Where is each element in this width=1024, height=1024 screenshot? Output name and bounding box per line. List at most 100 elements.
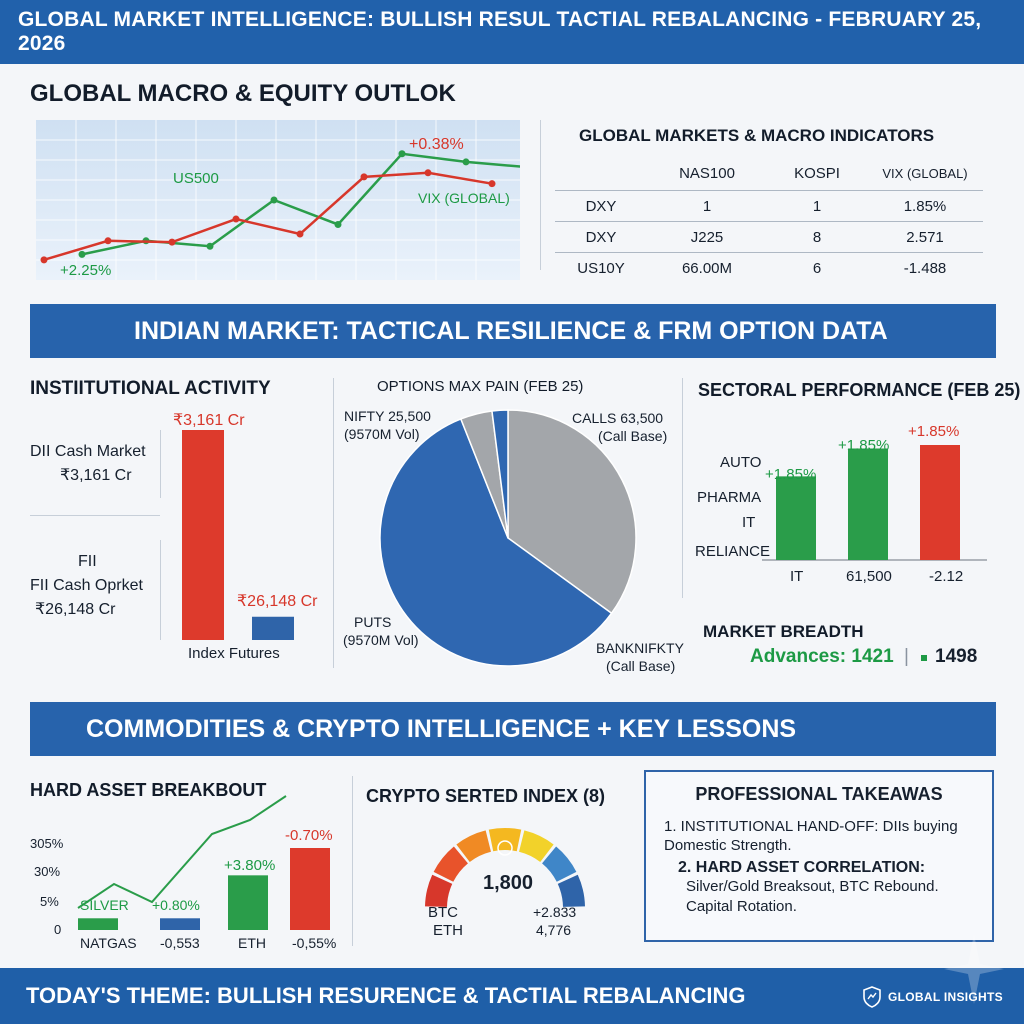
hard-bar-label: SILVER [80, 897, 129, 913]
hard-bar-label: -0.70% [285, 827, 333, 844]
btc-label: BTC [428, 904, 458, 921]
data-point [206, 242, 214, 250]
table-cell: DXY [555, 190, 647, 222]
fii-label: FII Cash Oprket [30, 577, 143, 594]
theme-banner: TODAY'S THEME: BULLISH RESURENCE & TACTI… [0, 968, 1024, 1024]
breadth-title: MARKET BREADTH [703, 622, 864, 641]
y-tick: 305% [30, 836, 64, 851]
institutional-bar-chart [182, 430, 294, 640]
data-point [398, 150, 406, 158]
data-point [462, 158, 470, 166]
divider [540, 120, 541, 270]
institutional-title: INSTIITUTIONAL ACTIVITY [30, 378, 271, 399]
hard-bar-label: +0.80% [152, 897, 200, 913]
bar [78, 918, 118, 930]
indian-market-banner: INDIAN MARKET: TACTICAL RESILIENCE & FRM… [30, 304, 996, 358]
takeaways-title: PROFESSIONAL TAKEAWAS [695, 784, 943, 804]
gauge-segment [519, 830, 554, 862]
divider [352, 776, 353, 946]
page-title-banner: GLOBAL MARKET INTELLIGENCE: BULLISH RESU… [0, 0, 1024, 64]
table-cell: 2.571 [867, 221, 983, 253]
trend-line [77, 795, 287, 909]
breadth-advances: Advances: 1421 [750, 646, 894, 667]
pie-slice [379, 418, 613, 667]
data-point [40, 256, 48, 264]
crypto-title: CRYPTO SERTED INDEX (8) [366, 786, 606, 806]
sectoral-title: SECTORAL PERFORMANCE (FEB 25) [698, 380, 1021, 400]
hard-category: -0,55% [292, 935, 337, 951]
series-line [43, 171, 493, 262]
eth-label: ETH [433, 922, 463, 939]
hard-bar-label: +3.80% [224, 857, 276, 874]
hard-category: NATGAS [80, 935, 137, 951]
sector-bar-label: +1.85% [908, 423, 960, 440]
bar [252, 616, 294, 640]
y-tick: 30% [34, 864, 61, 879]
pie-slice [507, 409, 637, 615]
gauge-value: 1,800 [483, 872, 534, 894]
table-header: VIX (GLOBAL) [882, 165, 968, 181]
divider [160, 430, 161, 498]
page-title: GLOBAL MARKET INTELLIGENCE: BULLISH RESU… [18, 8, 982, 55]
takeaway-item-2-head: 2. HARD ASSET CORRELATION: [678, 859, 926, 876]
vix-label: VIX (GLOBAL) [418, 190, 510, 206]
table-cell: 6 [767, 252, 867, 283]
gauge-icon [497, 840, 513, 856]
table-header [555, 156, 647, 191]
table-cell: 1.85% [867, 190, 983, 222]
takeaway-item-2-body: Silver/Gold Breaksout, BTC Rebound. Capi… [686, 878, 939, 915]
hard-category: -0,553 [160, 935, 200, 951]
table-cell: 1 [647, 190, 767, 222]
y-tick: 0 [54, 922, 62, 937]
bar-label-fii: ₹26,148 Cr [237, 593, 318, 610]
change-up-label: +0.38% [409, 136, 464, 153]
commodities-banner-text: COMMODITIES & CRYPTO INTELLIGENCE + KEY … [86, 714, 797, 743]
data-point [78, 250, 86, 258]
options-title: OPTIONS MAX PAIN (FEB 25) [377, 378, 584, 395]
hard-category: ETH [238, 935, 266, 951]
table-cell: J225 [647, 221, 767, 253]
gauge-segment [456, 830, 491, 862]
bar [290, 848, 330, 930]
dii-label: DII Cash Market [30, 443, 146, 460]
gauge-segment [433, 846, 468, 882]
hard-asset-title: HARD ASSET BREAKBOUT [30, 780, 267, 800]
table-cell: 1 [767, 190, 867, 222]
dii-value: ₹3,161 Cr [60, 467, 132, 484]
fii-short-label: FII [78, 553, 97, 570]
table-cell: 8 [767, 221, 867, 253]
divider [333, 378, 334, 668]
macro-line-chart [36, 120, 520, 280]
crypto-gauge [425, 828, 585, 907]
macro-table-title: GLOBAL MARKETS & MACRO INDICATORS [579, 126, 935, 145]
theme-text: TODAY'S THEME: BULLISH RESURENCE & TACTI… [26, 983, 746, 1008]
puts-sub: (9570M Vol) [343, 632, 419, 648]
macro-table: NAS100 KOSPI VIX (GLOBAL) DXY 1 1 1.85% … [555, 156, 983, 283]
gauge-segment [557, 874, 585, 907]
table-cell: US10Y [555, 252, 647, 283]
divider [682, 378, 683, 598]
breadth-declines: 1498 [935, 646, 978, 667]
us500-label: US500 [173, 170, 219, 187]
y-tick: 5% [40, 894, 59, 909]
data-point [334, 220, 342, 228]
divider [30, 515, 160, 516]
declines-marker [921, 655, 927, 661]
sector-category: -2.12 [929, 568, 964, 585]
btc-value: +2.833 [533, 904, 577, 920]
table-header: NAS100 [679, 164, 735, 182]
pie-slice [491, 409, 509, 539]
bar [776, 476, 816, 560]
data-point [360, 173, 368, 181]
sector-category: IT [790, 568, 804, 585]
table-row: DXY J225 8 2.571 [555, 221, 983, 253]
divider [160, 540, 161, 640]
indian-market-banner-text: INDIAN MARKET: TACTICAL RESILIENCE & FRM… [134, 316, 888, 345]
calls-label: CALLS 63,500 [572, 410, 664, 426]
breadth-separator: | [904, 646, 909, 667]
data-point [270, 196, 278, 204]
bar [920, 445, 960, 560]
fii-value: ₹26,148 Cr [35, 601, 116, 618]
takeaway-item-1: 1. INSTITUTIONAL HAND-OFF: DIIs buying D… [664, 818, 958, 854]
sector-label: AUTO [720, 454, 762, 471]
